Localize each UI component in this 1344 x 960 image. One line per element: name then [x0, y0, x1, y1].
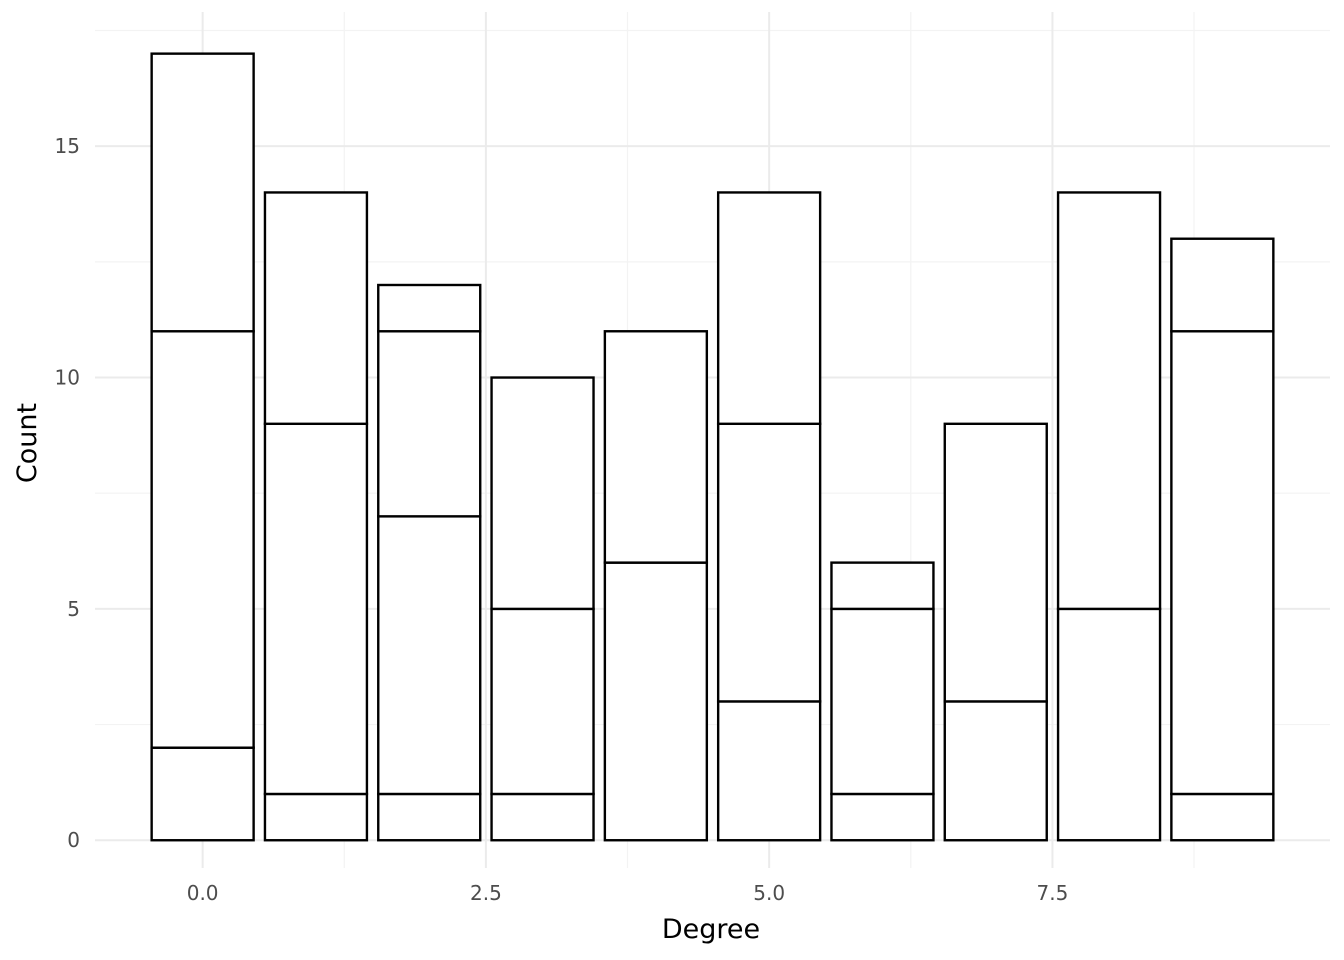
y-tick-label: 5	[67, 597, 80, 621]
bar-segment	[377, 515, 482, 796]
bar-segment	[1170, 237, 1275, 333]
bar-segment	[490, 376, 595, 611]
x-tick-label: 2.5	[470, 881, 502, 905]
y-tick-label: 15	[55, 134, 80, 158]
bar-segment	[1056, 607, 1162, 842]
bars	[150, 52, 1275, 842]
bar-segment	[1170, 330, 1275, 796]
bar-segment	[943, 422, 1048, 703]
bar-segment	[263, 191, 369, 426]
bar-segment	[150, 746, 255, 842]
y-tick-label: 0	[67, 828, 80, 852]
y-tick-label: 10	[55, 366, 80, 390]
bar-segment	[150, 330, 255, 749]
bar-segment	[1170, 792, 1275, 842]
bar-segment	[716, 700, 822, 842]
bar-segment	[1056, 191, 1162, 611]
bar-segment	[150, 52, 255, 333]
bar-segment	[490, 607, 595, 796]
bar-segment	[830, 561, 935, 611]
bar-segment	[716, 422, 822, 703]
x-tick-label: 7.5	[1037, 881, 1069, 905]
y-axis-title: Count	[12, 403, 43, 483]
tick-labels: 0.0 2.5 5.0 7.5 0 5 10 15	[55, 134, 1069, 905]
x-tick-label: 0.0	[187, 881, 219, 905]
bar-segment	[943, 700, 1048, 842]
bar-segment	[377, 330, 482, 518]
bar-segment	[263, 792, 369, 842]
bar-segment	[377, 283, 482, 333]
x-axis-title: Degree	[662, 914, 760, 945]
bar-segment	[490, 792, 595, 842]
bar-segment	[716, 191, 822, 426]
bar-segment	[603, 561, 709, 842]
bar-segment	[377, 792, 482, 842]
x-tick-label: 5.0	[753, 881, 785, 905]
bar-segment	[830, 792, 935, 842]
bar-segment	[263, 422, 369, 796]
bar-segment	[603, 330, 709, 564]
bar-segment	[830, 607, 935, 796]
